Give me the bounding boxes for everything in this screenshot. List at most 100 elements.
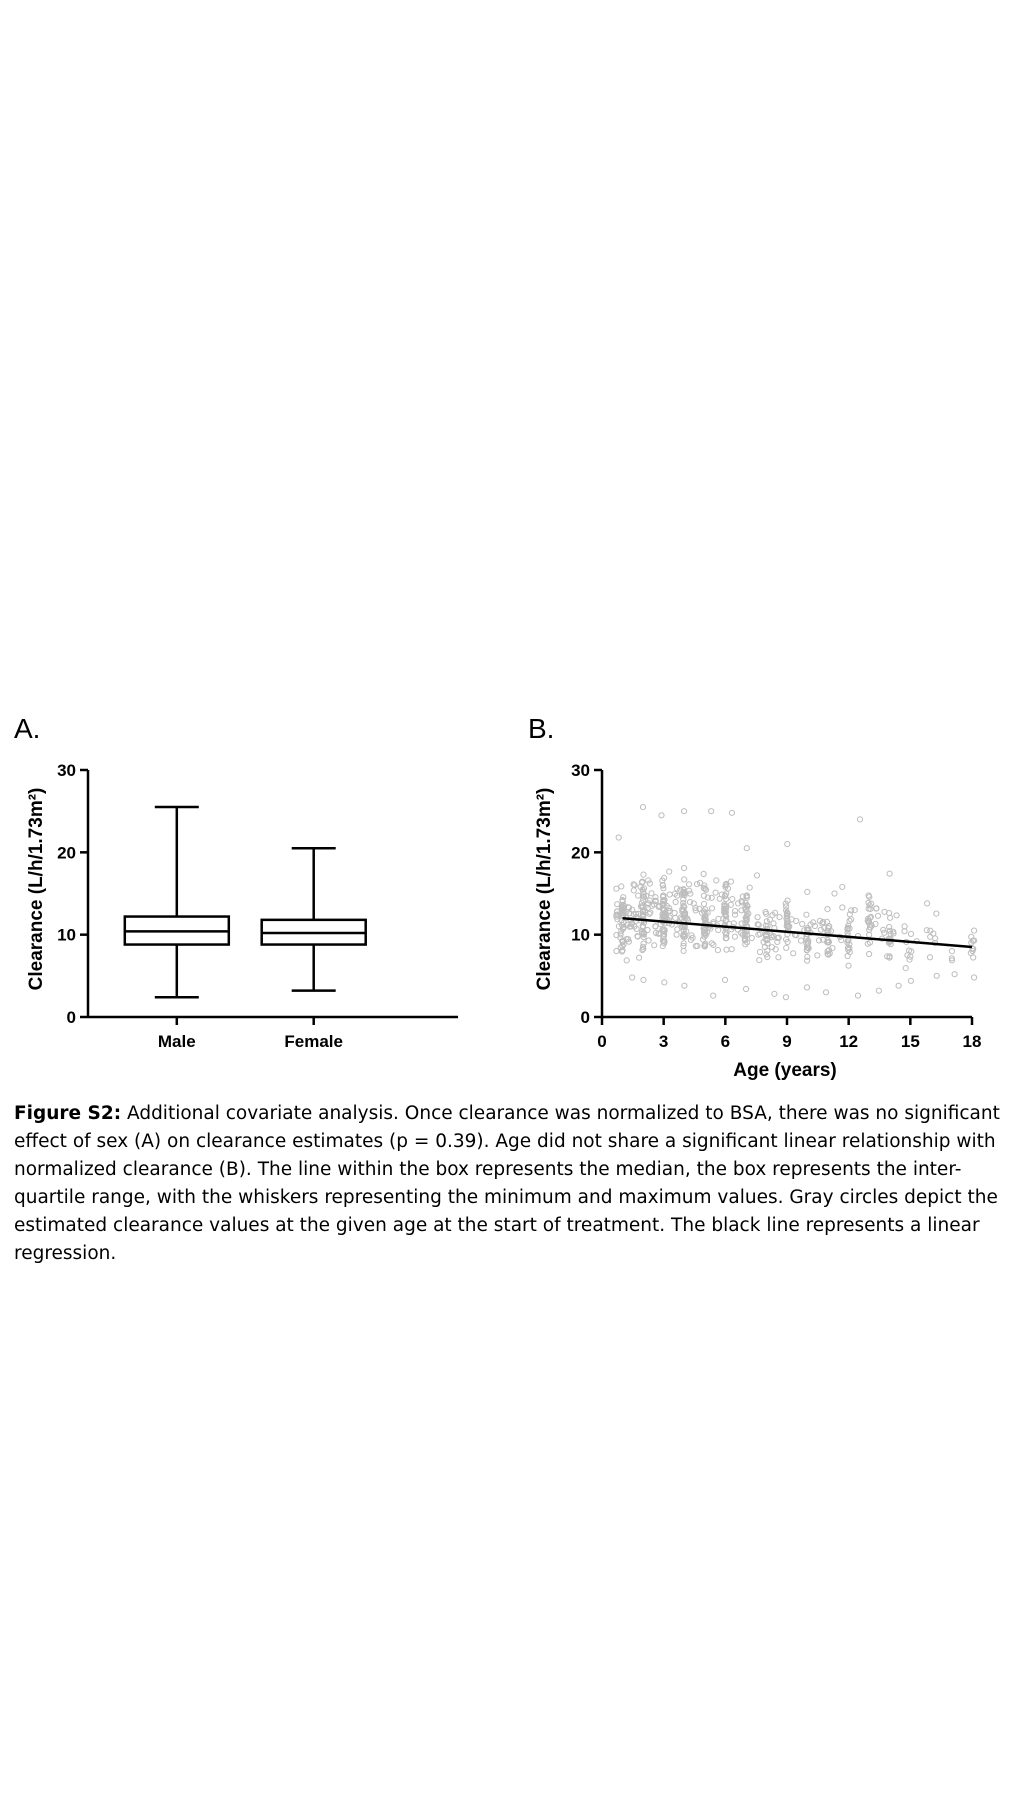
data-point [908,948,915,955]
data-point [741,937,748,944]
data-point [677,886,684,893]
data-point [728,946,735,953]
data-point [774,938,781,945]
data-point [702,926,709,933]
data-point [723,913,730,920]
data-point [839,904,846,911]
data-point [633,925,640,932]
data-point [660,937,668,944]
data-point [907,930,915,937]
data-point [741,930,748,937]
data-point [640,976,647,983]
data-point [672,898,679,906]
data-point [865,892,872,899]
data-point [693,881,701,888]
regression-line [622,916,973,949]
data-point [639,896,647,904]
data-point [646,880,653,887]
data-point [723,946,730,953]
data-point [748,934,755,942]
data-point [640,933,647,941]
data-point [742,906,750,913]
data-point [721,901,728,908]
data-point [710,941,717,948]
data-point [640,945,647,952]
data-point [721,976,729,983]
data-point [804,957,811,964]
data-point [646,910,653,917]
data-point [721,907,728,914]
x-tick-label-b: 18 [963,1032,982,1051]
data-point [651,942,658,949]
data-point [681,982,688,989]
data-point [721,903,728,910]
data-point [970,954,977,961]
data-point [873,905,880,912]
data-point [639,903,647,910]
data-point [951,971,958,978]
x-tick-label-b: 6 [721,1032,730,1051]
box-female [260,846,367,992]
data-point [640,871,647,878]
data-point [816,917,824,924]
data-point [729,896,736,903]
data-point [844,952,851,960]
data-point [971,974,978,981]
data-point [902,965,909,972]
data-point [825,947,833,954]
data-point [887,914,894,921]
data-point [681,808,688,815]
data-point [680,926,687,934]
data-point [851,907,858,914]
data-point [825,923,832,930]
data-point [824,939,831,946]
data-point [658,812,665,819]
data-point [721,892,729,899]
data-point [831,890,838,897]
data-point [629,974,636,981]
data-point [640,940,647,947]
data-point [933,910,940,917]
data-point [742,919,749,927]
data-point [768,944,776,951]
data-point [901,928,908,935]
data-point [763,951,770,958]
data-point [743,845,750,852]
data-point [623,957,630,964]
data-point [638,879,646,886]
data-point [620,941,627,948]
data-point [868,922,875,929]
data-point [640,907,647,914]
y-tick-label-b: 10 [571,926,590,945]
data-point [775,954,782,961]
data-point [815,937,823,944]
data-point [743,893,750,900]
data-point [824,950,831,958]
data-point [846,911,853,918]
data-point [635,892,642,899]
data-point [627,923,635,930]
data-point [753,872,761,879]
data-point [700,930,708,937]
data-point [666,868,673,875]
data-point [811,922,818,930]
y-tick-label-b: 30 [571,761,590,780]
data-point [615,834,622,841]
data-point [660,932,668,940]
data-point [766,916,773,923]
data-point [848,907,855,914]
data-point [613,885,620,892]
data-point [617,931,624,938]
data-point [634,933,641,940]
data-point [692,904,699,911]
data-point [652,897,659,904]
data-point [784,919,791,926]
data-point [666,891,673,898]
panel-a-label: A. [14,713,41,744]
data-point [645,937,652,944]
data-point [754,914,761,921]
data-point [674,892,681,899]
data-point [661,911,668,918]
data-point [783,915,790,922]
data-point [886,953,893,960]
